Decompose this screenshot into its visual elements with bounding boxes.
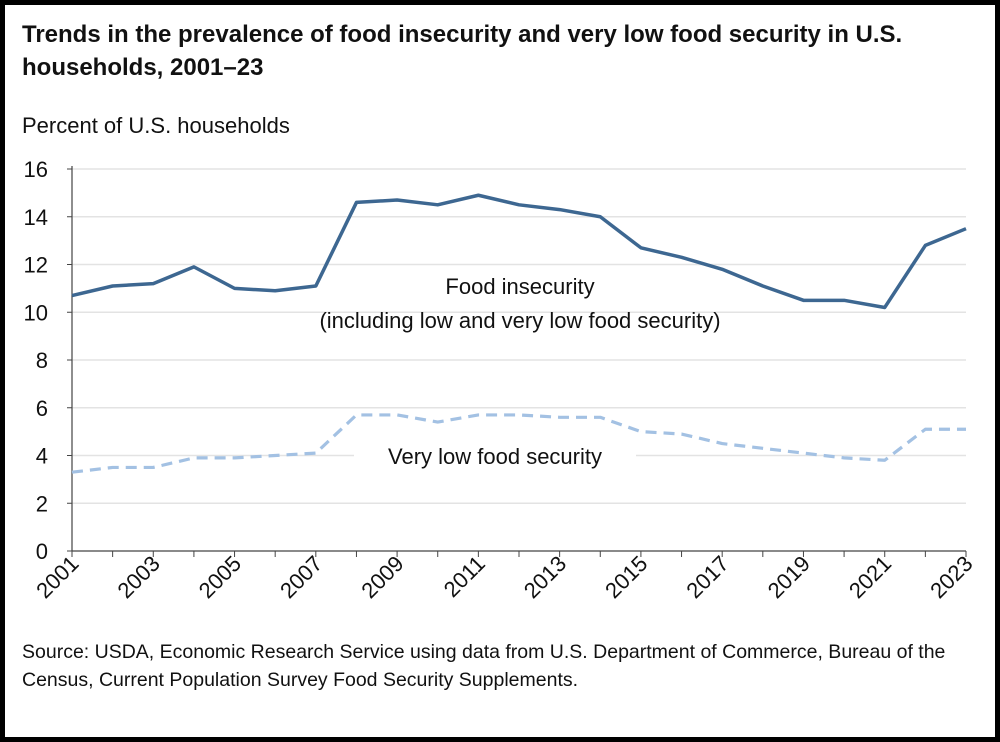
y-axis-label: Percent of U.S. households bbox=[22, 113, 290, 138]
y-tick-label: 8 bbox=[36, 348, 48, 373]
chart-title: Trends in the prevalence of food insecur… bbox=[22, 21, 903, 81]
x-tick-label: 2013 bbox=[519, 551, 571, 603]
label-background bbox=[354, 440, 636, 472]
x-tick-label: 2017 bbox=[681, 551, 733, 603]
y-tick-label: 10 bbox=[24, 300, 48, 325]
source-note: Source: USDA, Economic Research Service … bbox=[22, 641, 946, 691]
very-low-food-security-line bbox=[71, 413, 966, 474]
x-tick-label: 2019 bbox=[763, 551, 815, 603]
x-tick-label: 2011 bbox=[439, 551, 490, 602]
very-low-food-security-label: Very low food security bbox=[388, 444, 602, 469]
food-insecurity-label: Food insecurity bbox=[445, 274, 594, 299]
x-tick-label: 2007 bbox=[275, 551, 327, 603]
x-tick-label: 2005 bbox=[194, 551, 246, 603]
food-insecurity-label: (including low and very low food securit… bbox=[319, 308, 720, 333]
x-tick-label: 2023 bbox=[925, 551, 977, 603]
x-tick-label: 2003 bbox=[113, 551, 165, 603]
x-tick-label: 2009 bbox=[356, 551, 408, 603]
y-tick-label: 12 bbox=[24, 253, 48, 278]
y-tick-label: 16 bbox=[24, 157, 48, 182]
y-tick-label: 0 bbox=[36, 539, 48, 564]
y-tick-label: 6 bbox=[36, 396, 48, 421]
y-tick-label: 14 bbox=[24, 205, 48, 230]
y-tick-label: 4 bbox=[36, 444, 48, 469]
x-tick-label: 2021 bbox=[844, 551, 896, 603]
y-tick-label: 2 bbox=[36, 491, 48, 516]
x-tick-label: 2015 bbox=[600, 551, 652, 603]
